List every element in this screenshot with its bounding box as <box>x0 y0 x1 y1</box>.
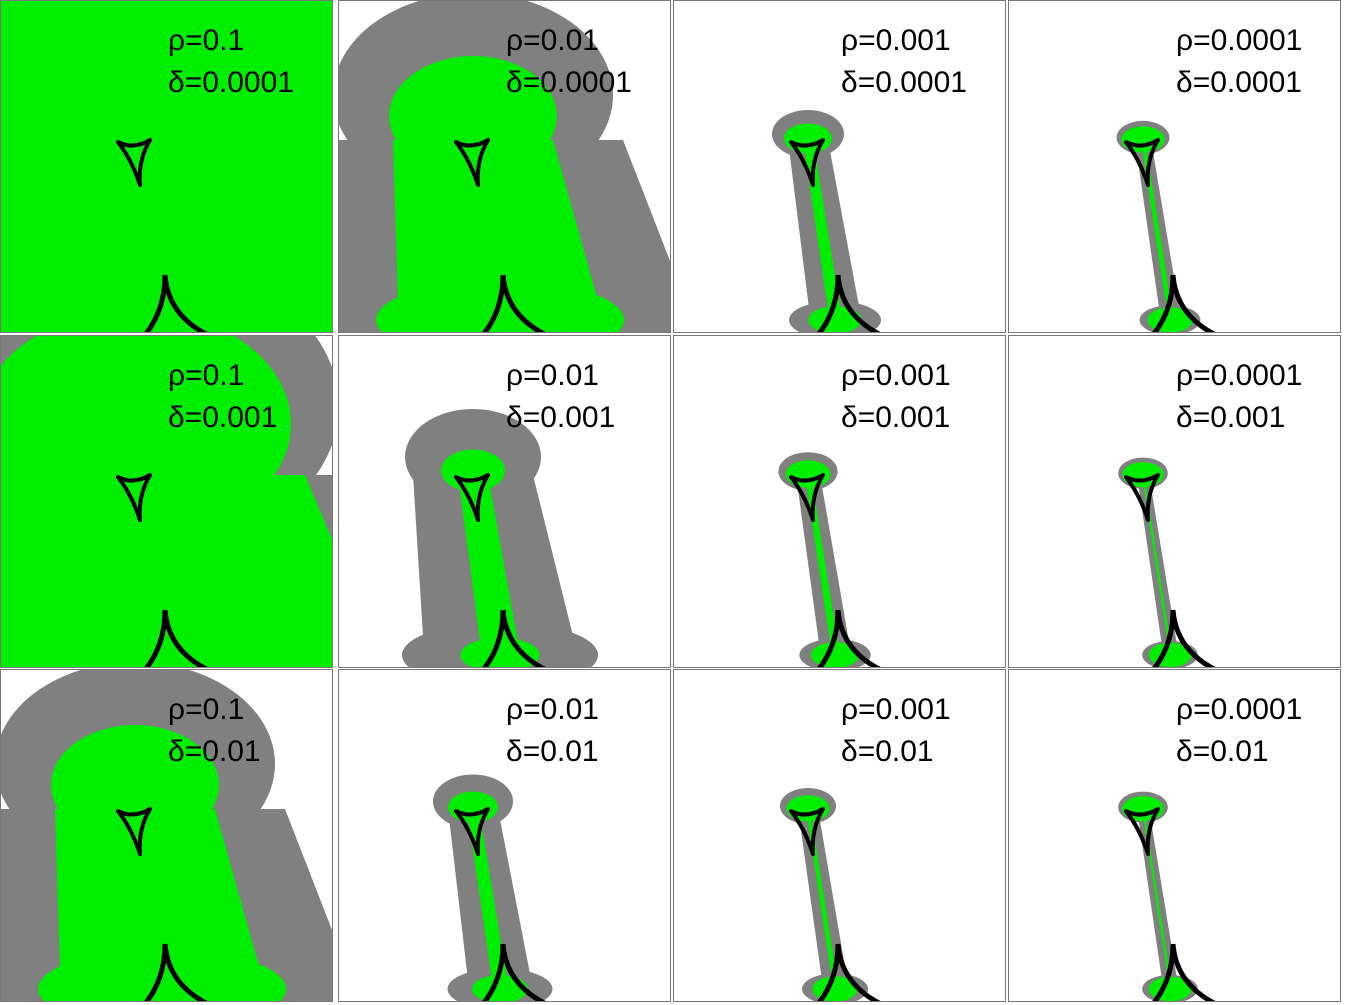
boundary-curve <box>789 473 825 522</box>
panel-border <box>338 0 671 333</box>
boundary-curve <box>116 473 152 522</box>
boundary-curve <box>816 609 883 668</box>
rho-label: ρ=0.01 <box>506 693 599 726</box>
boundary-curve <box>481 943 548 1002</box>
rho-label: ρ=0.1 <box>168 359 244 392</box>
delta-label: δ=0.001 <box>841 401 950 434</box>
rho-label: ρ=0.1 <box>168 24 244 57</box>
panel-border <box>338 335 671 668</box>
rho-label: ρ=0.01 <box>506 359 599 392</box>
panel-border <box>0 335 333 668</box>
delta-label: δ=0.0001 <box>841 66 967 99</box>
boundary-curve <box>454 807 490 856</box>
delta-label: δ=0.0001 <box>1176 66 1302 99</box>
feasible-region <box>1142 809 1175 1002</box>
boundary-curve <box>454 473 490 522</box>
panel-border <box>673 669 1006 1002</box>
boundary-curve <box>1151 943 1218 1002</box>
rho-label: ρ=0.0001 <box>1176 24 1302 57</box>
rho-label: ρ=0.0001 <box>1176 693 1302 726</box>
rho-label: ρ=0.0001 <box>1176 359 1302 392</box>
feasible-region <box>472 974 528 1002</box>
boundary-curve <box>481 274 548 333</box>
delta-label: δ=0.01 <box>841 735 934 768</box>
rho-label: ρ=0.1 <box>168 693 244 726</box>
boundary-curve <box>143 609 210 668</box>
panel-border <box>0 669 333 1002</box>
panel-border <box>673 335 1006 668</box>
delta-label: δ=0.01 <box>1176 735 1269 768</box>
panel: ρ=0.0001 δ=0.001 <box>1008 335 1341 668</box>
panel-border <box>0 0 333 333</box>
panel: ρ=0.001 δ=0.001 <box>673 335 1006 668</box>
rho-label: ρ=0.001 <box>841 24 951 57</box>
panel-border <box>1008 669 1341 1002</box>
delta-label: δ=0.001 <box>1176 401 1285 434</box>
delta-label: δ=0.0001 <box>506 66 632 99</box>
delta-label: δ=0.001 <box>168 401 277 434</box>
boundary-curve <box>1124 473 1160 522</box>
feasible-region <box>1142 475 1175 668</box>
rho-label: ρ=0.001 <box>841 693 951 726</box>
feasible-region <box>467 809 511 1002</box>
boundary-curve <box>816 943 883 1002</box>
panel-border <box>1008 335 1341 668</box>
feasible-region <box>806 809 841 1002</box>
panel: ρ=0.1 δ=0.001 <box>0 335 333 668</box>
boundary-curve <box>789 138 825 187</box>
panel-border <box>673 0 1006 333</box>
feasible-region <box>805 475 842 668</box>
panel: ρ=0.0001 δ=0.0001 <box>1008 0 1341 333</box>
boundary-curve <box>789 807 825 856</box>
delta-label: δ=0.001 <box>506 401 615 434</box>
boundary-curve <box>143 274 210 333</box>
boundary-curve <box>454 138 490 187</box>
delta-label: δ=0.01 <box>506 735 599 768</box>
boundary-curve <box>116 807 152 856</box>
panel: ρ=0.0001 δ=0.01 <box>1008 669 1341 1002</box>
boundary-curve <box>481 609 548 668</box>
boundary-curve <box>116 138 152 187</box>
delta-label: δ=0.01 <box>168 735 261 768</box>
boundary-curve <box>1151 274 1218 333</box>
feasible-region <box>1141 140 1176 333</box>
boundary-curve <box>1151 609 1218 668</box>
panel: ρ=0.01 δ=0.01 <box>338 669 671 1002</box>
rho-label: ρ=0.001 <box>841 359 951 392</box>
panel: ρ=0.01 δ=0.0001 <box>338 0 671 333</box>
boundary-curve <box>1124 807 1160 856</box>
panel: ρ=0.001 δ=0.0001 <box>673 0 1006 333</box>
panel: ρ=0.1 δ=0.01 <box>0 669 333 1002</box>
panel: ρ=0.1 δ=0.0001 <box>0 0 333 333</box>
boundary-curve <box>816 274 883 333</box>
feasible-region <box>460 637 540 668</box>
rho-label: ρ=0.01 <box>506 24 599 57</box>
delta-label: δ=0.0001 <box>168 66 294 99</box>
panel: ρ=0.01 δ=0.001 <box>338 335 671 668</box>
boundary-curve <box>1124 138 1160 187</box>
panel-border <box>1008 0 1341 333</box>
boundary-curve <box>143 943 210 1002</box>
feasible-region <box>803 140 845 333</box>
panel: ρ=0.001 δ=0.01 <box>673 669 1006 1002</box>
panel-border <box>338 669 671 1002</box>
